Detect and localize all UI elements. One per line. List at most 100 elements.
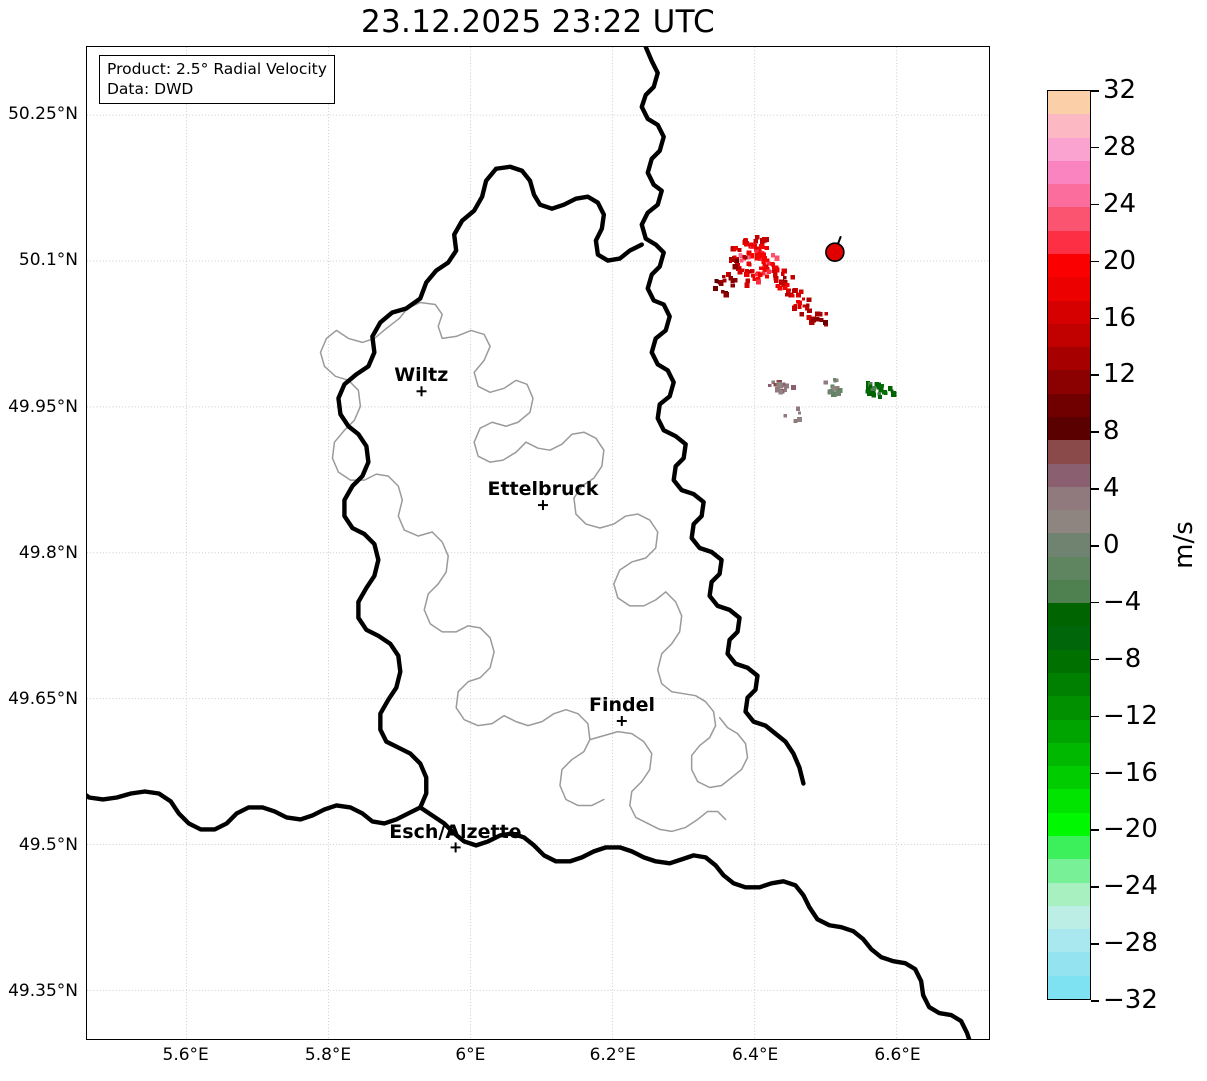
- radar-echo-pixel: [766, 269, 771, 275]
- radar-echo-pixel: [796, 293, 801, 298]
- radar-echo-pixel: [865, 389, 870, 394]
- radar-echo-pixel: [773, 269, 778, 274]
- colorbar-swatch: [1048, 347, 1090, 371]
- city-cross-icon: [537, 500, 548, 511]
- radar-echo-cells: [713, 235, 897, 423]
- colorbar-tick-label: 24: [1103, 188, 1137, 219]
- city-label: Esch/Alzette: [389, 821, 522, 844]
- radar-site-marker: [825, 235, 845, 262]
- radar-echo-pixel: [782, 382, 786, 386]
- city-label: Wiltz: [394, 363, 449, 386]
- radar-echo-pixel: [835, 386, 840, 391]
- radar-echo-pixel: [805, 303, 810, 308]
- colorbar-swatch: [1048, 952, 1090, 976]
- radar-echo-pixel: [757, 254, 762, 259]
- radar-echo-pixel: [758, 256, 764, 261]
- radar-echo-pixel: [815, 311, 821, 317]
- colorbar-swatch: [1048, 416, 1090, 441]
- radar-echo-pixel: [745, 269, 749, 274]
- radar-echo-pixel: [778, 390, 784, 395]
- radar-echo-pixel: [824, 312, 828, 316]
- colorbar-swatch: [1048, 859, 1090, 883]
- colorbar-swatch: [1048, 486, 1090, 511]
- radar-echo-pixel: [890, 389, 894, 393]
- radar-echo-pixel: [728, 259, 733, 263]
- colorbar-swatch: [1048, 300, 1090, 324]
- radar-echo-pixel: [819, 318, 824, 322]
- radar-echo-pixel: [781, 268, 787, 274]
- colorbar-tick-label: −16: [1103, 757, 1158, 788]
- radar-echo-pixel: [809, 320, 815, 326]
- radar-echo-pixel: [833, 379, 837, 383]
- radar-echo-pixel: [832, 386, 837, 391]
- colorbar-tick-label: 28: [1103, 131, 1137, 162]
- radar-echo-pixel: [742, 254, 746, 259]
- radar-echo-pixel: [797, 417, 802, 422]
- radar-echo-pixel: [744, 256, 748, 260]
- page-title: 23.12.2025 23:22 UTC: [361, 4, 715, 40]
- y-axis-tick-label: 49.35°N: [8, 981, 78, 1002]
- radar-echo-pixel: [783, 285, 788, 290]
- colorbar-unit-label: m/s: [1169, 521, 1199, 569]
- colorbar-tick: [1091, 90, 1099, 92]
- radar-echo-pixel: [802, 304, 806, 308]
- colorbar-swatch: [1048, 91, 1090, 115]
- colorbar-swatch: [1048, 253, 1090, 278]
- radar-echo-pixel: [771, 380, 775, 384]
- colorbar[interactable]: 32 28 24 20 16 12 8 4 0 −4 −8 −12 −16 −20 −24 −28 −32: [1047, 77, 1158, 1013]
- radar-echo-pixel: [870, 385, 876, 392]
- radar-echo-pixel: [737, 266, 742, 271]
- radar-echo-pixel: [723, 292, 729, 298]
- radar-echo-pixel: [722, 278, 727, 283]
- radar-echo-pixel: [765, 274, 770, 279]
- colorbar-tick-label: 4: [1103, 473, 1120, 504]
- radar-echo-pixel: [781, 281, 788, 288]
- radar-echo-pixel: [797, 304, 802, 309]
- radar-echo-pixel: [745, 278, 750, 283]
- colorbar-swatch: [1048, 184, 1090, 208]
- colorbar-tick-label: −24: [1103, 871, 1158, 902]
- radar-echo-pixel: [761, 252, 767, 258]
- radar-echo-pixel: [780, 271, 785, 276]
- radar-echo-pixel: [788, 292, 793, 297]
- radar-echo-pixel: [784, 383, 789, 389]
- map-plot-area[interactable]: Product: 2.5° Radial Velocity Data: DWD: [86, 46, 990, 1040]
- radar-echo-pixel: [783, 413, 788, 418]
- colorbar-swatch: [1048, 905, 1090, 930]
- colorbar-swatch: [1048, 719, 1090, 743]
- radar-echo-pixel: [759, 243, 765, 250]
- colorbar-tick-label: 0: [1103, 530, 1120, 560]
- radar-echo-pixel: [793, 303, 798, 308]
- colorbar-swatch: [1048, 579, 1090, 604]
- radar-echo-pixel: [737, 248, 742, 253]
- radar-echo-pixel: [748, 253, 755, 259]
- radar-echo-pixel: [829, 389, 833, 394]
- colorbar-swatch: [1048, 230, 1090, 254]
- colorbar-tick-label: −20: [1103, 814, 1158, 845]
- radar-echo-pixel: [759, 238, 766, 244]
- radar-echo-pixel: [806, 297, 812, 303]
- colorbar-tick-label: 20: [1103, 245, 1137, 276]
- radar-echo-pixel: [732, 277, 738, 283]
- radar-echo-pixel: [807, 308, 812, 314]
- colorbar-tick: [1091, 829, 1099, 831]
- radar-echo-pixel: [753, 239, 759, 244]
- radar-echo-pixel: [770, 262, 775, 266]
- data-source-line: Data: DWD: [107, 80, 194, 98]
- colorbar-tick-label: 32: [1103, 75, 1137, 105]
- x-axis-tick-label: 6.2°E: [589, 1045, 636, 1065]
- radar-echo-pixel: [744, 282, 750, 288]
- radar-echo-pixel: [762, 262, 766, 267]
- colorbar-tick: [1091, 1000, 1099, 1002]
- product-line: Product: 2.5° Radial Velocity: [107, 60, 327, 78]
- radar-echo-pixel: [783, 388, 788, 392]
- radar-echo-pixel: [722, 275, 726, 279]
- y-axis-tick-label: 50.25°N: [8, 104, 78, 125]
- radar-echo-pixel: [785, 283, 790, 288]
- radar-echo-pixel: [768, 383, 772, 387]
- radar-echo-pixel: [743, 238, 749, 244]
- map-gridlines: [87, 47, 989, 1039]
- colorbar-tick-label: −28: [1103, 928, 1158, 959]
- colorbar-tick: [1091, 545, 1099, 547]
